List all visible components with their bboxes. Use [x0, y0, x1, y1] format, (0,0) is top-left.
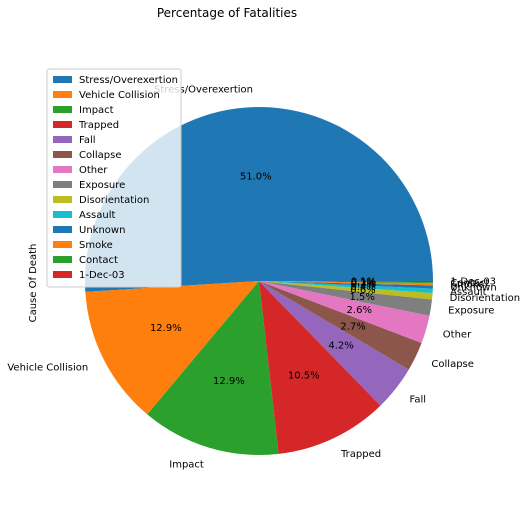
- slice-pct-vehicle-collision: 12.9%: [150, 323, 182, 334]
- slice-pct-impact: 12.9%: [213, 376, 245, 387]
- slice-pct-unknown: 0.3%: [351, 280, 376, 291]
- legend-label-trapped: Trapped: [78, 120, 119, 131]
- slice-pct-trapped: 10.5%: [288, 370, 320, 381]
- legend-label-1-dec-03: 1-Dec-03: [79, 270, 125, 281]
- chart-title: Percentage of Fatalities: [157, 6, 297, 20]
- slice-label-contact: Contact: [450, 278, 489, 289]
- slice-label-stress-overexertion: Stress/Overexertion: [154, 85, 253, 96]
- legend-swatch-fall: [53, 136, 72, 143]
- pie-slice-contact: [259, 281, 433, 284]
- pie-slice-assault: [259, 281, 433, 294]
- pie-slice-smoke: [259, 281, 433, 286]
- legend-label-vehicle-collision: Vehicle Collision: [79, 90, 160, 101]
- legend-label-exposure: Exposure: [79, 180, 125, 191]
- legend-swatch-exposure: [53, 181, 72, 188]
- y-axis-label: Cause Of Death: [28, 244, 39, 323]
- legend-label-smoke: Smoke: [79, 240, 113, 251]
- slice-pct-disorientation: 0.6%: [350, 285, 375, 296]
- pie-slice-exposure: [259, 281, 433, 316]
- pie-slice-impact: [147, 281, 279, 455]
- slice-pct-exposure: 1.5%: [349, 292, 374, 303]
- pie-slice-other: [259, 281, 430, 344]
- slice-label-1-dec-03: 1-Dec-03: [450, 277, 496, 288]
- slice-pct-smoke: 0.2%: [351, 278, 376, 289]
- legend-label-impact: Impact: [79, 105, 114, 116]
- slice-label-fall: Fall: [409, 394, 426, 405]
- slice-label-smoke: Smoke: [450, 280, 484, 291]
- pie-slice-1-dec-03: [259, 281, 433, 283]
- slice-pct-contact: 0.1%: [351, 277, 376, 288]
- slice-label-disorientation: Disorientation: [450, 293, 520, 304]
- legend-box: [46, 68, 182, 288]
- pie-slice-fall: [259, 281, 409, 406]
- slice-label-assault: Assault: [450, 287, 487, 298]
- legend-label-collapse: Collapse: [79, 150, 122, 161]
- legend-label-disorientation: Disorientation: [79, 195, 149, 206]
- legend-swatch-stress-overexertion: [53, 76, 72, 83]
- slice-pct-fall: 4.2%: [328, 341, 353, 352]
- slice-label-other: Other: [443, 329, 472, 340]
- legend-swatch-unknown: [53, 226, 72, 233]
- legend-swatch-1-dec-03: [53, 271, 72, 278]
- slice-pct-1-dec-03: 0.1%: [351, 276, 376, 287]
- legend-label-unknown: Unknown: [79, 225, 125, 236]
- slice-label-vehicle-collision: Vehicle Collision: [7, 362, 88, 373]
- legend-label-contact: Contact: [79, 255, 118, 266]
- slice-pct-collapse: 2.7%: [340, 321, 365, 332]
- legend-label-assault: Assault: [79, 210, 116, 221]
- legend-label-other: Other: [79, 165, 108, 176]
- pie-slice-disorientation: [259, 281, 433, 300]
- pie-slice-unknown: [259, 281, 433, 289]
- slice-label-collapse: Collapse: [431, 359, 474, 370]
- legend-swatch-assault: [53, 211, 72, 218]
- legend-label-stress-overexertion: Stress/Overexertion: [79, 75, 178, 86]
- slice-pct-stress-overexertion: 51.0%: [240, 172, 272, 183]
- legend-swatch-vehicle-collision: [53, 91, 72, 98]
- slice-label-trapped: Trapped: [340, 449, 381, 460]
- pie-slice-trapped: [259, 281, 381, 454]
- slice-label-impact: Impact: [169, 459, 204, 470]
- slice-pct-assault: 0.4%: [351, 282, 376, 293]
- pie-slice-vehicle-collision: [85, 281, 259, 415]
- labels-layer: Stress/Overexertion 51.0% Vehicle Collisio…: [7, 85, 520, 471]
- slice-label-exposure: Exposure: [448, 305, 494, 316]
- legend-swatch-other: [53, 166, 72, 173]
- legend-swatch-contact: [53, 256, 72, 263]
- legend-swatch-trapped: [53, 121, 72, 128]
- legend-label-fall: Fall: [79, 135, 96, 146]
- legend-swatch-smoke: [53, 241, 72, 248]
- legend-swatch-impact: [53, 106, 72, 113]
- legend-swatch-disorientation: [53, 196, 72, 203]
- legend: Stress/Overexertion Vehicle Collision Impa…: [46, 68, 182, 288]
- legend-swatch-collapse: [53, 151, 72, 158]
- slice-label-unknown: Unknown: [450, 283, 496, 294]
- slice-pct-other: 2.6%: [347, 305, 372, 316]
- pie-slice-collapse: [259, 281, 422, 370]
